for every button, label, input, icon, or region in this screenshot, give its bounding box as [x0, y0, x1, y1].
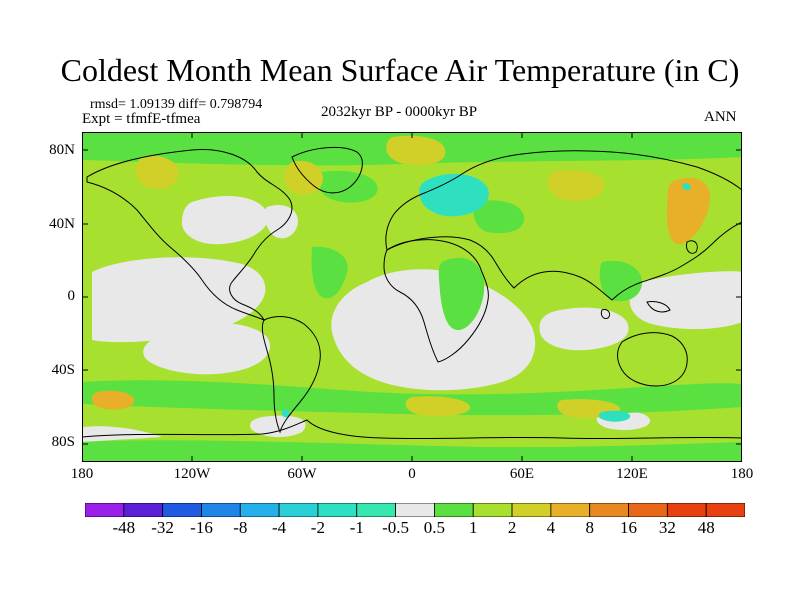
- colorbar-box: [356, 503, 396, 517]
- colorbar-label: -0.5: [382, 518, 410, 537]
- colorbar-box: [472, 503, 513, 517]
- islands: [600, 240, 698, 319]
- eurasia-coast: [385, 150, 742, 301]
- lon-label-60e: 60E: [509, 466, 535, 482]
- colorbar-box: [201, 503, 241, 517]
- lat-label-80s: 80S: [51, 434, 75, 450]
- cold-patches: [281, 173, 691, 422]
- colorbar-box: [162, 503, 202, 517]
- lat-label-0: 0: [67, 288, 76, 304]
- zero-anomaly-zones: [82, 196, 742, 442]
- colorbar-box: [85, 503, 125, 517]
- lat-label-80n: 80N: [49, 142, 75, 158]
- greenland-coast: [291, 147, 363, 194]
- colorbar-label: 2: [507, 518, 517, 537]
- colorbar-label: -2: [310, 518, 325, 537]
- colorbar-label: -1: [349, 518, 364, 537]
- coastlines: [82, 147, 742, 440]
- lat-label-40s: 40S: [51, 362, 75, 378]
- temperature-anomaly-map: [82, 132, 742, 462]
- lon-label-60w: 60W: [287, 466, 317, 482]
- colorbar-label: 32: [658, 518, 676, 537]
- period-label: 2032kyr BP - 0000kyr BP: [321, 104, 478, 120]
- africa-coast: [383, 239, 489, 363]
- season-label: ANN: [704, 109, 737, 125]
- australia-coast: [617, 332, 688, 387]
- colorbar-label: 16: [620, 518, 637, 537]
- colorbar-box: [317, 503, 358, 517]
- colorbar-label: -4: [272, 518, 287, 537]
- colorbar-label: -48: [112, 518, 136, 537]
- colorbar: [85, 503, 745, 517]
- lon-label-120e: 120E: [616, 466, 648, 482]
- colorbar-label: 0.5: [423, 518, 446, 537]
- colorbar-box: [123, 503, 164, 517]
- colorbar-box: [550, 503, 591, 517]
- lon-label-120w: 120W: [173, 466, 211, 482]
- experiment-label: Expt = tfmfE-tfmea: [82, 111, 201, 127]
- colorbar-label: -32: [151, 518, 174, 537]
- lon-label-180e: 180: [730, 466, 754, 482]
- colorbar-label: 8: [585, 518, 594, 537]
- colorbar-box: [434, 503, 474, 517]
- antarctica-coast: [82, 419, 742, 440]
- colorbar-box: [395, 503, 435, 517]
- colorbar-box: [278, 503, 319, 517]
- warm-patches: [91, 135, 711, 418]
- colorbar-box: [589, 503, 629, 517]
- colorbar-label: 1: [468, 518, 478, 537]
- colorbar-box: [705, 503, 745, 517]
- plot-title: Coldest Month Mean Surface Air Temperatu…: [60, 52, 740, 88]
- lat-label-40n: 40N: [49, 216, 75, 232]
- colorbar-label: 4: [546, 518, 556, 537]
- colorbar-box: [666, 503, 707, 517]
- colorbar-box: [511, 503, 552, 517]
- colorbar-label: -16: [190, 518, 213, 537]
- colorbar-box: [628, 503, 668, 517]
- colorbar-label: 48: [697, 518, 715, 537]
- south-america-coast: [261, 316, 321, 434]
- colorbar-box: [239, 503, 280, 517]
- north-america-coast: [86, 148, 293, 321]
- stats-label: rmsd= 1.09139 diff= 0.798794: [90, 97, 263, 112]
- lon-label-180w: 180: [70, 466, 94, 482]
- axis-ticks: [82, 132, 742, 462]
- lon-label-0: 0: [408, 466, 416, 482]
- colorbar-label: -8: [233, 518, 248, 537]
